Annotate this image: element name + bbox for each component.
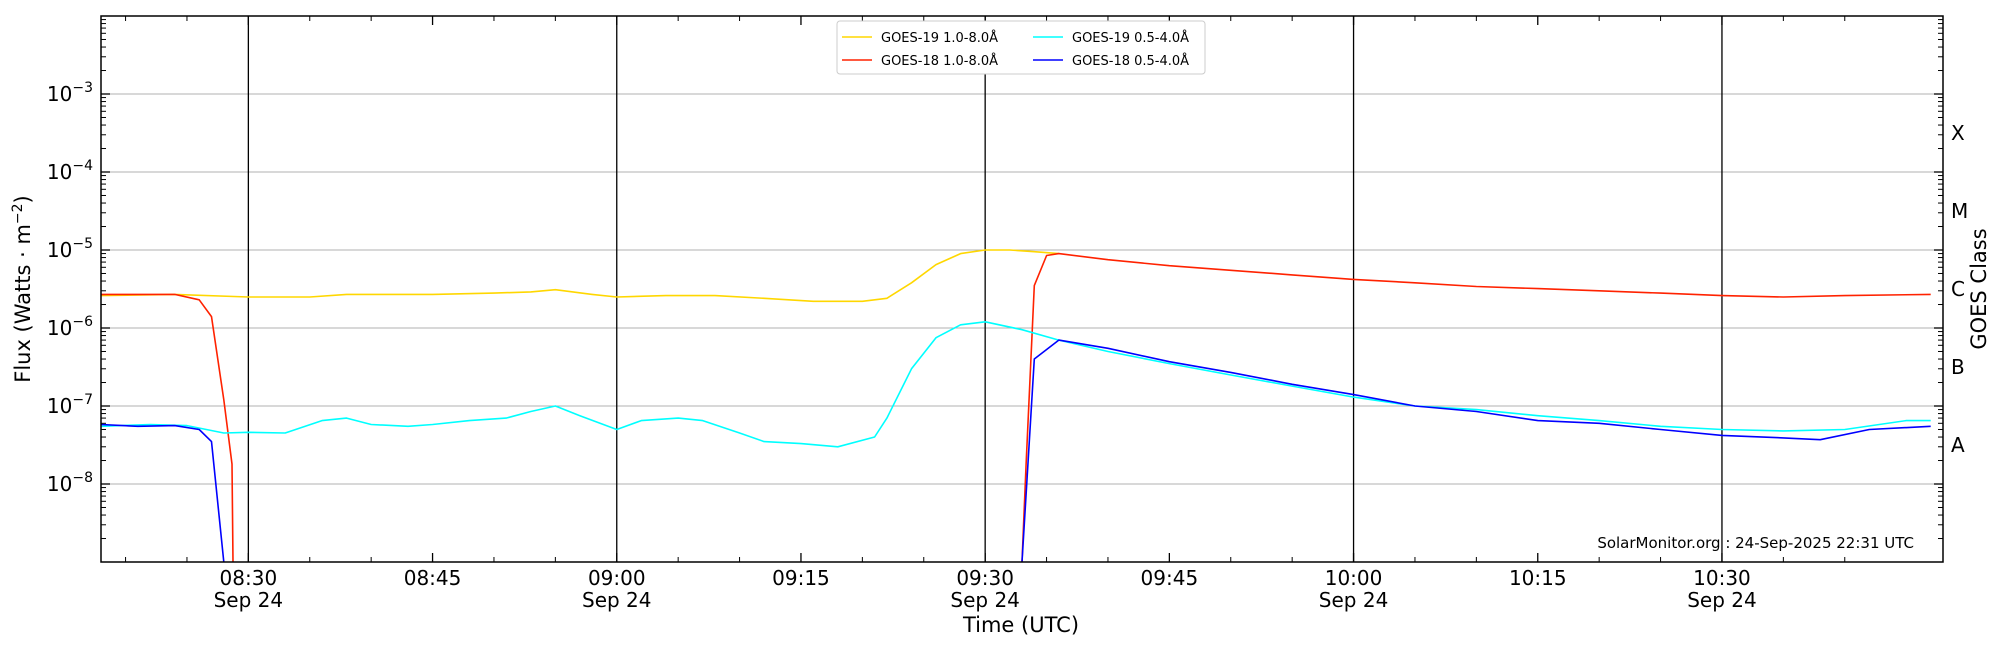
series-line-goes-19-0-5-4-0 [101,321,1931,448]
y-tick-base: 10 [47,160,72,184]
x-tick-sublabel: Sep 24 [950,588,1020,612]
y-tick-base: 10 [47,238,72,262]
plot-frame [100,15,1944,563]
x-tick-label: 08:45 [404,566,462,590]
y-axis-title: Flux (Watts · m−2) [10,195,35,383]
x-tick-sublabel: Sep 24 [582,588,652,612]
x-tick-sublabel: Sep 24 [214,588,284,612]
goes-class-label: M [1951,199,1968,223]
grid-layer [101,93,1943,485]
y-axis-title-close: ) [11,195,35,203]
y-tick-exponent: −7 [72,392,93,408]
y-tick-exponent: −5 [72,236,93,252]
tick-layer [101,16,1943,562]
y-tick-base: 10 [47,82,72,106]
y-axis-title-main: Flux (Watts · m [11,224,35,383]
y-tick-base: 10 [47,394,72,418]
y-axis-title-exponent: −2 [10,203,26,224]
series-line-goes-18-0-5-4-0 [101,339,1931,562]
x-tick-sublabel: Sep 24 [1319,588,1389,612]
footer-credit: SolarMonitor.org : 24-Sep-2025 22:31 UTC [1597,534,1914,552]
y-tick-labels: 10−810−710−610−510−410−3 [47,80,93,496]
legend-label-goes18-short: GOES-18 0.5-4.0Å [1072,53,1189,69]
series-line-goes-18-1-0-8-0 [101,252,1931,562]
y-tick-label: 10−7 [47,392,93,418]
x-tick-label: 09:00 [588,566,646,590]
x-tick-label: 09:45 [1141,566,1199,590]
y-tick-base: 10 [47,316,72,340]
x-tick-label: 10:15 [1509,566,1567,590]
x-tick-label: 09:15 [772,566,830,590]
series-line-goes-19-1-0-8-0 [101,249,1059,303]
goes-class-label: B [1951,355,1965,379]
legend-box [836,20,1206,75]
legend-label-goes19-short: GOES-19 0.5-4.0Å [1072,30,1189,46]
vertical-line-layer [247,16,1723,562]
y-tick-exponent: −3 [72,80,93,96]
y-tick-exponent: −6 [72,314,93,330]
y-tick-base: 10 [47,472,72,496]
y-tick-label: 10−5 [47,236,93,262]
x-tick-sublabel: Sep 24 [1687,588,1757,612]
series-layer [101,249,1931,562]
x-tick-label: 10:00 [1325,566,1383,590]
y-tick-label: 10−3 [47,80,93,106]
y-tick-label: 10−6 [47,314,93,340]
x-tick-label: 09:30 [956,566,1014,590]
y-tick-label: 10−8 [47,470,93,496]
legend-label-goes18-long: GOES-18 1.0-8.0Å [881,53,998,69]
x-tick-label: 10:30 [1693,566,1751,590]
goes-class-labels: A B C M X [1951,121,1968,457]
goes-class-label: A [1951,433,1965,457]
y-tick-exponent: −4 [72,158,93,174]
right-axis-title: GOES Class [1967,228,1991,349]
legend-label-goes19-long: GOES-19 1.0-8.0Å [881,30,998,46]
goes-class-label: C [1951,277,1965,301]
legend: GOES-19 1.0-8.0Å GOES-18 1.0-8.0Å GOES-1… [836,20,1206,75]
x-tick-label: 08:30 [220,566,278,590]
goes-class-label: X [1951,121,1965,145]
y-tick-label: 10−4 [47,158,93,184]
x-axis-title: Time (UTC) [962,613,1079,637]
y-tick-exponent: −8 [72,470,93,486]
